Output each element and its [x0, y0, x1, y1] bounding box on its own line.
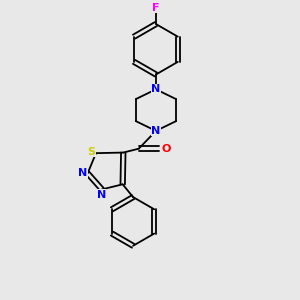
- Text: N: N: [78, 168, 87, 178]
- Text: F: F: [152, 3, 160, 13]
- Text: S: S: [88, 147, 95, 157]
- Text: N: N: [151, 126, 160, 136]
- Text: O: O: [161, 144, 171, 154]
- Text: N: N: [97, 190, 106, 200]
- Text: N: N: [151, 84, 160, 94]
